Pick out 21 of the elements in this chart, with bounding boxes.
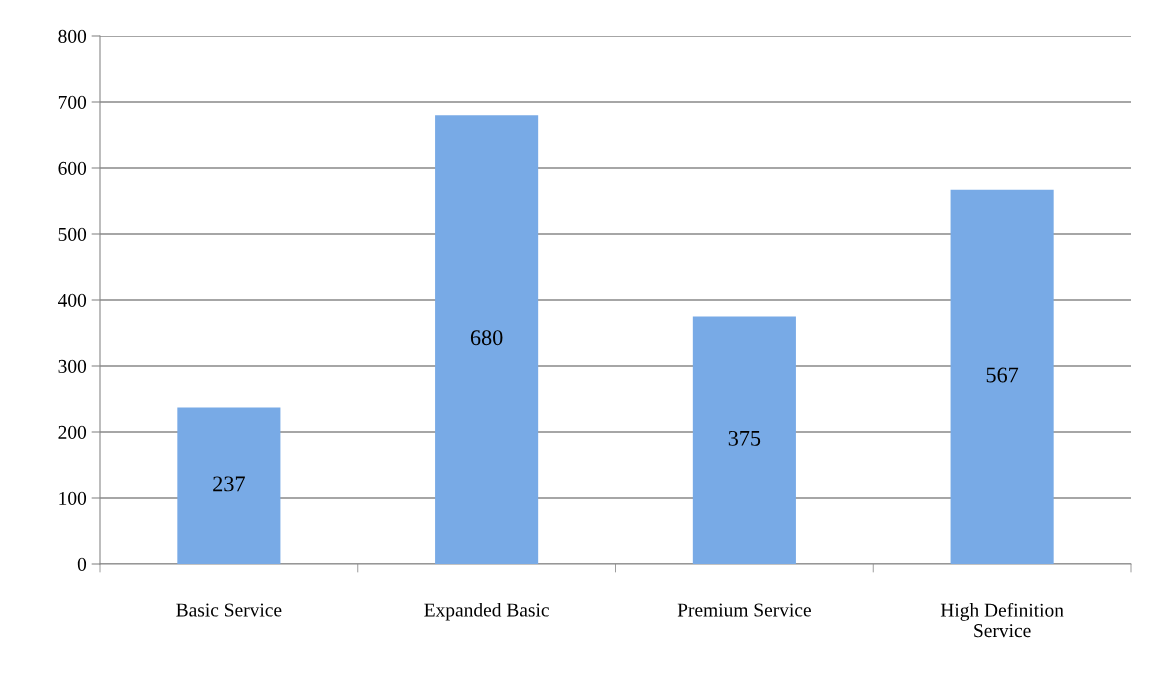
y-tick-label: 700	[58, 95, 87, 109]
x-tick-label: Premium Service	[677, 603, 811, 617]
x-tick-label: High Definition Service	[940, 602, 1064, 638]
data-label: 567	[986, 367, 1019, 383]
data-label: 237	[213, 476, 245, 492]
bar	[950, 189, 1054, 564]
x-tick-label: Expanded Basic	[424, 602, 549, 621]
y-tick-label: 400	[58, 293, 87, 307]
x-tick-label: Basic Service	[176, 603, 282, 617]
data-label: 680	[470, 330, 503, 346]
data-label: 375	[728, 430, 761, 446]
y-tick-label: 100	[59, 491, 87, 505]
y-tick-label: 800	[58, 29, 87, 43]
bar	[692, 316, 796, 564]
y-tick-label: 0	[77, 557, 87, 571]
y-tick-label: 300	[58, 359, 87, 373]
y-tick-label: 600	[58, 161, 87, 175]
bar	[435, 115, 539, 564]
y-tick-label: 200	[58, 425, 87, 439]
bar	[177, 407, 281, 564]
y-tick-label: 500	[58, 227, 87, 241]
